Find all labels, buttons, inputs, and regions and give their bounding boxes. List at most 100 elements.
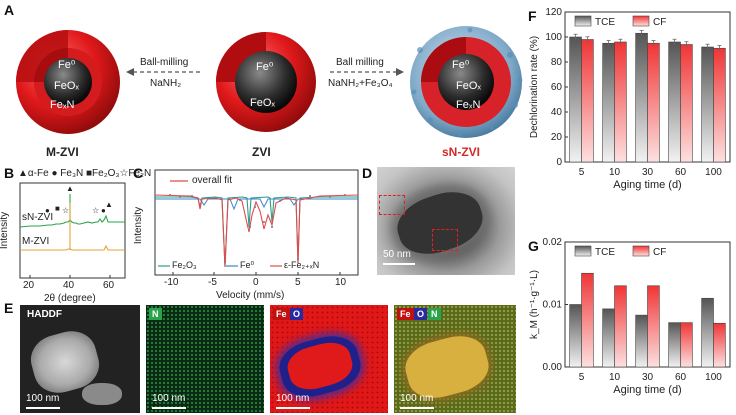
bar-cf-5 (581, 272, 594, 368)
zvi-middle-label: FeOₓ (250, 97, 276, 109)
xrd-trace-m-zvi (20, 244, 125, 251)
mossbauer-ylabel: Intensity (133, 206, 145, 245)
xrd-xtick-20: 20 (23, 280, 35, 291)
xrd-marker-fe2n-2: ☆ (92, 206, 100, 215)
fe-o-n-map-tag-o: O (414, 308, 428, 320)
m-zvi-name: M-ZVI (46, 145, 79, 159)
xrd-marker-fe2o3: ■ (55, 204, 60, 213)
mossbauer-legend-eps: ε-Fe₂₊ₓN (284, 260, 320, 270)
y-tick-label: 60 (551, 82, 563, 93)
n-map-scalebar (152, 407, 186, 409)
x-tick-label: 5 (579, 167, 585, 178)
legend-swatch-cf (632, 15, 650, 27)
bar-cf-10 (614, 285, 627, 368)
xrd-legend: ▲α-Fe ● Fe₃N ■Fe₂O₃☆Fe₂N (18, 168, 152, 179)
x-tick-label: 30 (642, 167, 654, 178)
bar-tce-100 (701, 297, 714, 368)
x-axis-label: Aging time (d) (613, 384, 681, 396)
legend-swatch-cf (632, 245, 650, 257)
y-tick-label: 0.00 (543, 362, 563, 373)
tem-scalebar (383, 263, 415, 265)
xrd-marker-fe3n-2: ● (101, 206, 106, 215)
y-tick-label: 20 (551, 132, 563, 143)
xrd-xtick-60: 60 (103, 280, 115, 291)
fe-o-map-tag-o: O (290, 308, 304, 320)
sn-zvi-middle-label: FeOₓ (456, 80, 482, 92)
legend-label-tce: TCE (595, 247, 615, 258)
legend-label-tce: TCE (595, 17, 615, 28)
mossbauer-xlabel: Velocity (mm/s) (216, 290, 285, 301)
particle-sn-zvi (410, 26, 523, 138)
xrd-trace-sn-zvi (19, 214, 125, 228)
bar-tce-100 (701, 46, 714, 163)
haddf-map: HADDF 100 nm (20, 305, 140, 413)
bar-tce-30 (635, 32, 648, 163)
fe-o-n-map-tag-n: N (428, 308, 441, 320)
panel-label-c: C (133, 165, 144, 181)
panel-label-a: A (4, 2, 15, 18)
bar-cf-100 (713, 47, 726, 163)
y-tick-label: 0 (556, 157, 562, 168)
x-tick-label: 10 (609, 167, 621, 178)
y-tick-label: 100 (545, 32, 562, 43)
fe-o-map-tag-fe: Fe (273, 308, 290, 320)
n-map-tag: N (149, 308, 162, 320)
tem-image: 50 nm (377, 167, 515, 275)
bar-tce-30 (635, 314, 648, 368)
mossbauer-xtick-3: 0 (253, 277, 259, 288)
sn-zvi-name: sN-ZVI (442, 145, 481, 159)
x-axis-label: Aging time (d) (613, 179, 681, 191)
y-axis-label: Dechlorination rate (%) (529, 36, 540, 138)
zvi-core-label: Fe⁰ (256, 61, 274, 73)
fe-o-n-map: Fe O N 100 nm (394, 305, 516, 413)
panel-label-f: F (528, 8, 537, 24)
fe-o-map-scalebar-label: 100 nm (276, 393, 310, 404)
xrd-chart (19, 182, 126, 279)
arrow-right (330, 68, 404, 76)
n-map-scalebar-label: 100 nm (152, 393, 186, 404)
panel-label-e: E (4, 300, 14, 316)
bar-tce-5 (569, 304, 582, 368)
panel-label-g: G (528, 238, 539, 254)
legend-swatch-tce (574, 15, 592, 27)
xrd-xlabel: 2θ (degree) (44, 293, 96, 304)
bar-tce-60 (668, 322, 681, 368)
bar-cf-30 (647, 42, 660, 163)
xrd-xtick-40: 40 (63, 280, 75, 291)
y-tick-label: 0.02 (543, 237, 563, 248)
particle-zvi (216, 32, 316, 132)
mossbauer-xtick-1: -10 (164, 277, 179, 288)
sn-zvi-core-label: Fe⁰ (452, 59, 470, 71)
xrd-marker-alpha-fe-2: ▲ (105, 200, 113, 209)
bar-cf-60 (680, 44, 693, 163)
fe-o-n-map-tag-fe: Fe (397, 308, 414, 320)
x-tick-label: 5 (579, 372, 585, 383)
mossbauer-xtick-2: -5 (208, 277, 217, 288)
bar-cf-10 (614, 41, 627, 163)
x-tick-label: 100 (705, 372, 722, 383)
xrd-series-m: M-ZVI (22, 236, 50, 247)
x-tick-label: 60 (675, 372, 687, 383)
mossbauer-legend-fe0: Fe⁰ (240, 260, 255, 270)
x-tick-label: 30 (642, 372, 654, 383)
legend-swatch-tce (574, 245, 592, 257)
tem-roi-1 (379, 195, 405, 215)
fe-o-n-map-scalebar (400, 407, 434, 409)
sn-zvi-outer-label: FeₓN (456, 99, 481, 111)
bar-cf-60 (680, 322, 693, 368)
arrow-left-top-text: Ball-milling (140, 57, 189, 68)
y-tick-label: 40 (551, 107, 563, 118)
xrd-series-sn: sN-ZVI (22, 212, 54, 223)
chart-g: 0.00 0.01 0.02 5 10 30 60 100 Aging time (d) k_M … (529, 237, 731, 396)
arrow-left-bottom-text: NaNH₂ (150, 78, 182, 89)
panel-label-b: B (4, 165, 15, 181)
x-tick-label: 100 (705, 167, 722, 178)
y-tick-label: 80 (551, 57, 563, 68)
fe-o-map: Fe O 100 nm (270, 305, 388, 413)
n-map: N 100 nm (146, 305, 264, 413)
fe-o-map-scalebar (276, 407, 310, 409)
mossbauer-xtick-5: 10 (335, 277, 347, 288)
xrd-marker-fe3n-1: ● (45, 206, 50, 215)
tem-roi-2 (432, 229, 458, 251)
arrow-left (126, 68, 200, 76)
